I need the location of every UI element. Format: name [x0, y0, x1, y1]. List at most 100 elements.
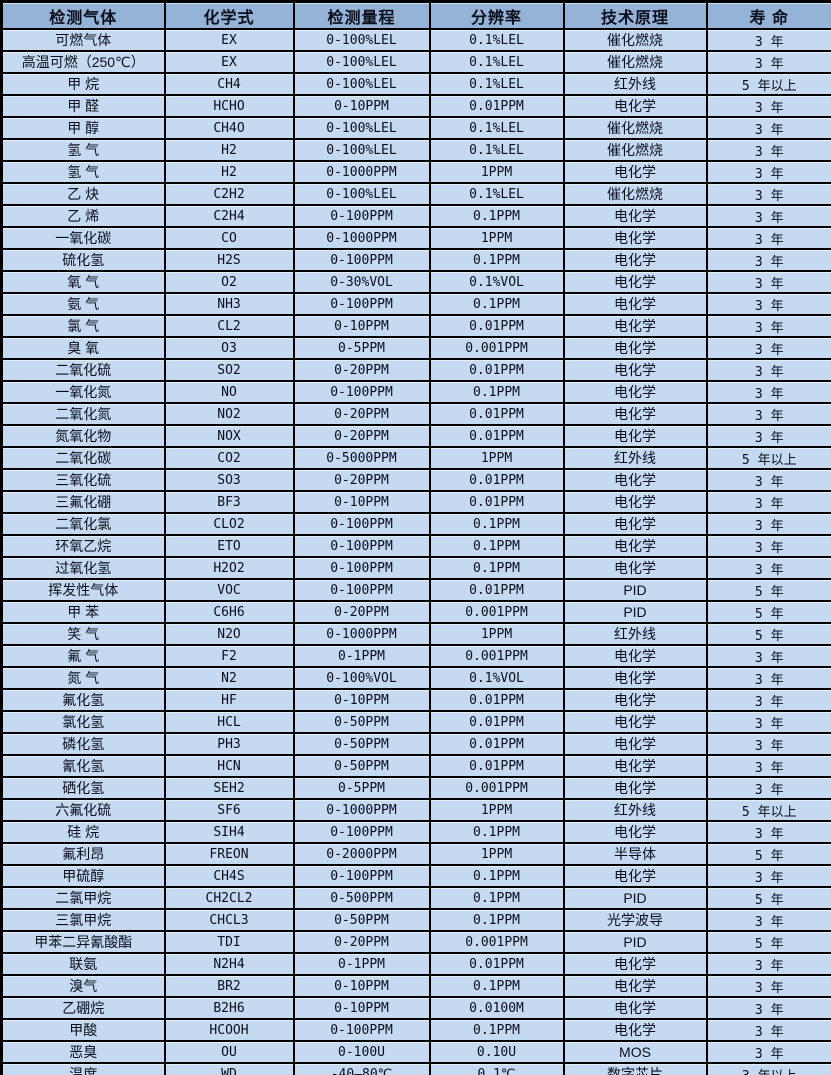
cell-gas: 甲 醇: [0, 116, 166, 140]
cell-gas: 甲酸: [0, 1018, 166, 1042]
cell-resolution: 0.1%LEL: [428, 72, 565, 96]
table-row: 硒化氢 SEH2 0-5PPM 0.001PPM 电化学 3 年: [0, 776, 831, 800]
table-row: 二氧化氮 NO2 0-20PPM 0.01PPM 电化学 3 年: [0, 402, 831, 426]
table-row: 二氯甲烷 CH2CL2 0-500PPM 0.1PPM PID 5 年: [0, 886, 831, 910]
cell-gas: 氮氧化物: [0, 424, 166, 448]
cell-principle: 电化学: [562, 490, 708, 514]
cell-principle: 电化学: [562, 270, 708, 294]
cell-range: 0-10PPM: [292, 94, 431, 118]
cell-principle: MOS: [562, 1040, 708, 1064]
cell-formula: EX: [163, 50, 295, 74]
cell-gas: 氯化氢: [0, 710, 166, 734]
table-row: 过氧化氢 H2O2 0-100PPM 0.1PPM 电化学 3 年: [0, 556, 831, 580]
cell-resolution: 0.001PPM: [428, 600, 565, 624]
cell-principle: 电化学: [562, 1018, 708, 1042]
table-row: 臭 氧 O3 0-5PPM 0.001PPM 电化学 3 年: [0, 336, 831, 360]
cell-gas: 高温可燃（250℃）: [0, 50, 166, 74]
cell-principle: 数字芯片: [562, 1062, 708, 1075]
cell-gas: 笑 气: [0, 622, 166, 646]
table-row: 三氧化硫 SO3 0-20PPM 0.01PPM 电化学 3 年: [0, 468, 831, 492]
cell-range: 0-1000PPM: [292, 226, 431, 250]
cell-principle: 电化学: [562, 534, 708, 558]
cell-principle: 电化学: [562, 160, 708, 184]
cell-principle: 红外线: [562, 72, 708, 96]
cell-resolution: 0.1%LEL: [428, 182, 565, 206]
table-row: 甲酸 HCOOH 0-100PPM 0.1PPM 电化学 3 年: [0, 1018, 831, 1042]
cell-formula: N2O: [163, 622, 295, 646]
cell-gas: 一氧化氮: [0, 380, 166, 404]
cell-life: 5 年: [705, 600, 831, 624]
cell-life: 3 年: [705, 402, 831, 426]
cell-formula: CH2CL2: [163, 886, 295, 910]
cell-life: 3 年: [705, 908, 831, 932]
cell-principle: 电化学: [562, 820, 708, 844]
cell-range: 0-20PPM: [292, 468, 431, 492]
cell-formula: SEH2: [163, 776, 295, 800]
cell-range: 0-100%VOL: [292, 666, 431, 690]
cell-range: 0-100%LEL: [292, 116, 431, 140]
table-row: 六氟化硫 SF6 0-1000PPM 1PPM 红外线 5 年以上: [0, 798, 831, 822]
cell-range: 0-100%LEL: [292, 138, 431, 162]
cell-formula: BR2: [163, 974, 295, 998]
cell-life: 5 年: [705, 622, 831, 646]
cell-resolution: 0.001PPM: [428, 776, 565, 800]
cell-life: 3 年: [705, 820, 831, 844]
table-row: 甲 醇 CH4O 0-100%LEL 0.1%LEL 催化燃烧 3 年: [0, 116, 831, 140]
cell-gas: 三氯甲烷: [0, 908, 166, 932]
cell-formula: O3: [163, 336, 295, 360]
cell-gas: 甲苯二异氰酸酯: [0, 930, 166, 954]
cell-formula: SO3: [163, 468, 295, 492]
cell-range: 0-5PPM: [292, 336, 431, 360]
cell-formula: EX: [163, 28, 295, 52]
cell-life: 3 年: [705, 864, 831, 888]
cell-life: 3 年: [705, 248, 831, 272]
table-row: 高温可燃（250℃） EX 0-100%LEL 0.1%LEL 催化燃烧 3 年: [0, 50, 831, 74]
cell-resolution: 0.0100M: [428, 996, 565, 1020]
cell-gas: 乙硼烷: [0, 996, 166, 1020]
table-row: 氟利昂 FREON 0-2000PPM 1PPM 半导体 5 年: [0, 842, 831, 866]
cell-formula: B2H6: [163, 996, 295, 1020]
cell-formula: CLO2: [163, 512, 295, 536]
cell-principle: 电化学: [562, 358, 708, 382]
cell-gas: 六氟化硫: [0, 798, 166, 822]
cell-life: 3 年: [705, 666, 831, 690]
cell-range: 0-1000PPM: [292, 798, 431, 822]
cell-life: 3 年: [705, 270, 831, 294]
cell-formula: SIH4: [163, 820, 295, 844]
cell-gas: 氰化氢: [0, 754, 166, 778]
column-header-gas: 检测气体: [0, 0, 166, 30]
cell-formula: C6H6: [163, 600, 295, 624]
cell-life: 3 年: [705, 754, 831, 778]
cell-life: 3 年: [705, 534, 831, 558]
cell-formula: TDI: [163, 930, 295, 954]
cell-gas: 甲 烷: [0, 72, 166, 96]
cell-principle: PID: [562, 930, 708, 954]
cell-principle: 电化学: [562, 952, 708, 976]
cell-range: 0-100U: [292, 1040, 431, 1064]
cell-gas: 氮 气: [0, 666, 166, 690]
cell-life: 3 年: [705, 1018, 831, 1042]
cell-resolution: 0.001PPM: [428, 644, 565, 668]
cell-principle: 电化学: [562, 776, 708, 800]
cell-resolution: 0.1PPM: [428, 820, 565, 844]
cell-formula: O2: [163, 270, 295, 294]
cell-range: 0-20PPM: [292, 930, 431, 954]
table-row: 磷化氢 PH3 0-50PPM 0.01PPM 电化学 3 年: [0, 732, 831, 756]
cell-life: 5 年: [705, 930, 831, 954]
cell-range: 0-10PPM: [292, 688, 431, 712]
cell-life: 3 年: [705, 138, 831, 162]
cell-resolution: 0.1PPM: [428, 908, 565, 932]
cell-life: 3 年: [705, 490, 831, 514]
cell-range: 0-100PPM: [292, 380, 431, 404]
table-row: 三氟化硼 BF3 0-10PPM 0.01PPM 电化学 3 年: [0, 490, 831, 514]
cell-range: 0-100%LEL: [292, 50, 431, 74]
cell-formula: FREON: [163, 842, 295, 866]
table-row: 氰化氢 HCN 0-50PPM 0.01PPM 电化学 3 年: [0, 754, 831, 778]
cell-formula: HCHO: [163, 94, 295, 118]
cell-life: 3 年: [705, 974, 831, 998]
cell-gas: 臭 氧: [0, 336, 166, 360]
cell-principle: 电化学: [562, 204, 708, 228]
cell-range: 0-10PPM: [292, 974, 431, 998]
table-header: 检测气体 化学式 检测量程 分辨率 技术原理寿 命: [0, 0, 831, 30]
